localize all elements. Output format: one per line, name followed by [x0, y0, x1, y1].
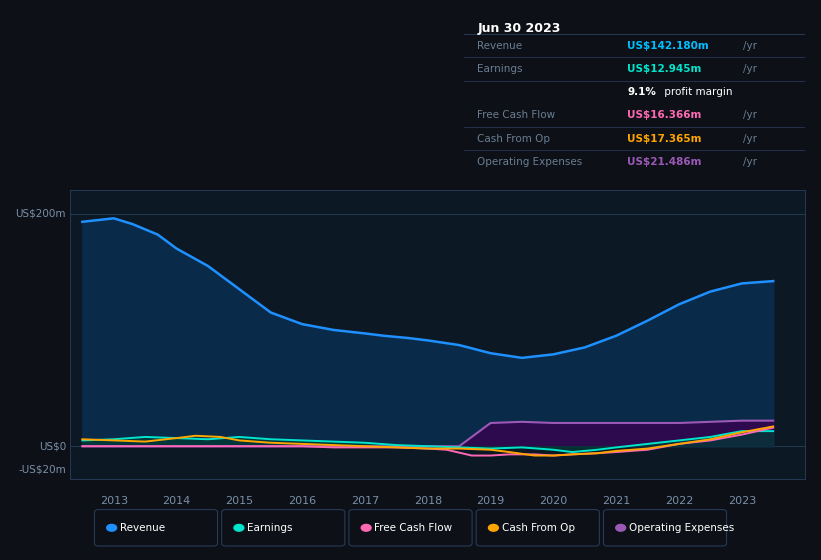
Text: /yr: /yr	[743, 134, 757, 144]
Text: Jun 30 2023: Jun 30 2023	[478, 22, 561, 35]
Text: Operating Expenses: Operating Expenses	[478, 157, 583, 167]
Text: US$16.366m: US$16.366m	[627, 110, 702, 120]
Text: 2017: 2017	[351, 496, 379, 506]
Text: US$0: US$0	[39, 441, 67, 451]
Text: US$21.486m: US$21.486m	[627, 157, 702, 167]
Text: Free Cash Flow: Free Cash Flow	[374, 523, 452, 533]
Text: Revenue: Revenue	[478, 40, 523, 50]
Text: 2015: 2015	[225, 496, 254, 506]
Text: /yr: /yr	[743, 64, 757, 74]
Text: /yr: /yr	[743, 157, 757, 167]
Text: 2016: 2016	[288, 496, 316, 506]
Text: US$200m: US$200m	[16, 209, 67, 218]
Text: 2019: 2019	[476, 496, 505, 506]
Text: Operating Expenses: Operating Expenses	[629, 523, 734, 533]
Text: 2021: 2021	[602, 496, 631, 506]
Text: Free Cash Flow: Free Cash Flow	[478, 110, 556, 120]
Text: profit margin: profit margin	[662, 87, 733, 97]
Text: Cash From Op: Cash From Op	[478, 134, 551, 144]
Text: US$142.180m: US$142.180m	[627, 40, 709, 50]
Text: 2013: 2013	[99, 496, 128, 506]
Text: /yr: /yr	[743, 110, 757, 120]
Text: 2022: 2022	[665, 496, 693, 506]
Text: US$17.365m: US$17.365m	[627, 134, 702, 144]
Text: /yr: /yr	[743, 40, 757, 50]
Text: Earnings: Earnings	[478, 64, 523, 74]
Text: 2018: 2018	[414, 496, 442, 506]
Text: -US$20m: -US$20m	[18, 464, 67, 474]
Text: 9.1%: 9.1%	[627, 87, 656, 97]
Text: Cash From Op: Cash From Op	[502, 523, 575, 533]
Text: Earnings: Earnings	[247, 523, 292, 533]
Text: 2014: 2014	[163, 496, 190, 506]
Text: Revenue: Revenue	[120, 523, 165, 533]
Text: US$12.945m: US$12.945m	[627, 64, 702, 74]
Text: 2020: 2020	[539, 496, 567, 506]
Text: 2023: 2023	[727, 496, 756, 506]
